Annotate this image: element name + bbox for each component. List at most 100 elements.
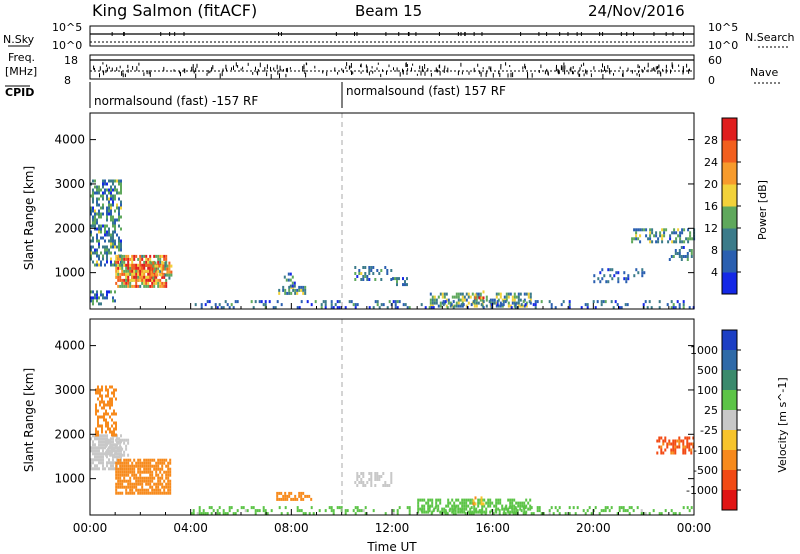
echo-cell (674, 249, 677, 252)
echo-cell (300, 494, 303, 498)
echo-cell (98, 230, 100, 234)
freq-mark (608, 68, 610, 73)
nsky-tick-bottom-right: 10^0 (708, 39, 738, 52)
echo-cell (143, 467, 146, 471)
echo-cell (483, 498, 486, 502)
echo-cell (106, 245, 108, 249)
echo-cell (94, 443, 96, 447)
echo-cell (202, 512, 205, 516)
echo-cell (432, 306, 435, 310)
echo-cell (463, 295, 466, 299)
colorbar-tick-label: 28 (704, 134, 718, 147)
echo-cell (115, 275, 118, 279)
echo-cell (106, 455, 108, 459)
echo-cell (497, 501, 500, 505)
echo-cell (98, 203, 100, 207)
echo-cell (475, 301, 478, 305)
freq-mark (138, 62, 140, 66)
echo-cell (112, 263, 114, 267)
echo-cell (302, 491, 305, 495)
echo-cell (617, 271, 620, 275)
echo-cell (100, 452, 102, 456)
echo-cell (151, 278, 154, 282)
colorbar-swatch (722, 228, 737, 251)
echo-cell (141, 263, 144, 267)
echo-cell (433, 301, 436, 305)
echo-cell (356, 303, 359, 307)
echo-cell (159, 479, 162, 483)
echo-cell (678, 252, 681, 255)
echo-cell (529, 504, 532, 508)
echo-cell (514, 506, 517, 510)
colorbar-swatch (722, 272, 737, 295)
freq-mark (500, 64, 502, 67)
echo-cell (499, 295, 502, 299)
echo-cell (417, 501, 420, 505)
echo-cell (151, 275, 154, 279)
echo-cell (117, 458, 120, 462)
echo-cell (558, 506, 561, 510)
echo-cell (109, 406, 111, 410)
colorbar-tick-label: 500 (697, 364, 718, 377)
echo-cell (429, 498, 432, 502)
echo-cell (602, 300, 605, 304)
echo-cell (123, 473, 126, 477)
echo-cell (368, 272, 371, 275)
echo-cell (108, 227, 110, 231)
freq-mark (231, 67, 232, 71)
freq-mark (212, 65, 214, 70)
freq-mark (499, 73, 501, 78)
echo-cell (102, 452, 104, 456)
echo-cell (118, 182, 120, 186)
echo-cell (151, 488, 154, 492)
echo-cell (145, 263, 148, 267)
echo-cell (139, 464, 142, 468)
echo-cell (641, 268, 644, 272)
echo-cell (110, 194, 112, 198)
echo-cell (131, 257, 134, 261)
echo-cell (113, 453, 116, 457)
echo-cell (113, 447, 116, 451)
echo-cell (117, 257, 120, 261)
echo-cell (117, 447, 120, 451)
echo-cell (527, 507, 530, 511)
echo-cell (548, 512, 551, 516)
echo-cell (90, 257, 92, 261)
echo-cell (398, 277, 400, 281)
colorbar-swatch (722, 184, 737, 207)
freq-mark (405, 62, 407, 68)
freq-mark (116, 67, 118, 71)
echo-cell (95, 409, 97, 413)
echo-cell (120, 200, 122, 204)
echo-cell (502, 300, 505, 304)
echo-cell (498, 509, 501, 513)
freq-mark (406, 64, 408, 67)
echo-cell (467, 295, 470, 299)
echo-cell (614, 300, 617, 304)
echo-cell (112, 299, 114, 303)
echo-cell (100, 293, 102, 297)
echo-cell (125, 444, 128, 448)
echo-cell (304, 494, 307, 498)
freq-mark (279, 65, 281, 71)
echo-cell (153, 278, 156, 282)
echo-cell (674, 451, 677, 455)
echo-cell (121, 284, 124, 288)
echo-cell (459, 507, 462, 511)
echo-cell (96, 449, 98, 453)
echo-cell (165, 473, 168, 477)
echo-cell (133, 467, 136, 471)
echo-cell (641, 274, 644, 278)
echo-cell (378, 475, 381, 478)
echo-cell (153, 458, 156, 462)
echo-cell (496, 303, 499, 307)
echo-cell (376, 472, 379, 475)
echo-cell (154, 261, 157, 265)
echo-cell (114, 221, 116, 225)
echo-cell (96, 299, 98, 303)
echo-cell (119, 485, 122, 489)
echo-cell (660, 448, 663, 452)
echo-cell (519, 504, 522, 508)
